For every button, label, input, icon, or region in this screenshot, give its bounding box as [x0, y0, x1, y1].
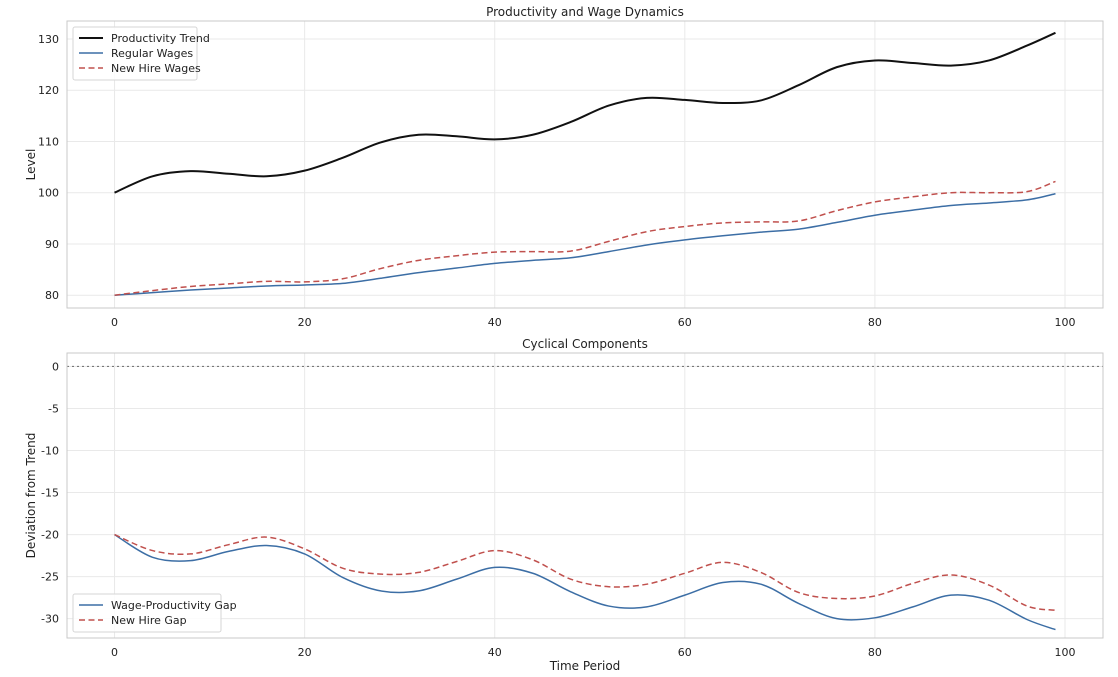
x-tick-label: 40	[488, 316, 502, 329]
y-tick-label: 90	[45, 238, 59, 251]
panel-cyclical-components: 0 20 40 60 80 100 0 -5 -10 -15 -20 -25 -30 Cyclical C…	[24, 337, 1104, 673]
legend-label-new-hire-gap: New Hire Gap	[111, 614, 187, 627]
y-tick-label: -10	[41, 445, 59, 458]
y-tick-label: 130	[38, 33, 59, 46]
x-tick-label: 60	[678, 316, 692, 329]
x-tick-label: 0	[111, 646, 118, 659]
series-line-wage-productivity-gap	[114, 533, 1056, 631]
legend-box	[72, 593, 222, 633]
x-tick-label: 20	[298, 646, 312, 659]
x-tick-label: 100	[1054, 646, 1075, 659]
y-tick-label: 120	[38, 84, 59, 97]
y-tick-label: -15	[41, 487, 59, 500]
chart-title: Productivity and Wage Dynamics	[486, 5, 684, 19]
chart-title: Cyclical Components	[522, 337, 648, 351]
x-tick-label: 100	[1054, 316, 1075, 329]
x-tick-label: 0	[111, 316, 118, 329]
y-axis-label: Level	[24, 149, 38, 181]
y-tick-label: -20	[41, 529, 59, 542]
y-tick-label: 80	[45, 289, 59, 302]
x-tick-label: 80	[868, 646, 882, 659]
plot-frame	[66, 352, 1104, 639]
series-line-new-hire-wages	[114, 180, 1056, 296]
y-tick-label: 110	[38, 135, 59, 148]
y-tick-label: -5	[48, 402, 59, 415]
legend: Productivity Trend Regular Wages New Hire …	[72, 26, 210, 81]
y-axis-label: Deviation from Trend	[24, 433, 38, 559]
x-tick-label: 80	[868, 316, 882, 329]
series-line-new-hire-gap	[114, 533, 1056, 612]
y-tick-label: 0	[52, 360, 59, 373]
x-tick-label: 60	[678, 646, 692, 659]
x-tick-label: 40	[488, 646, 502, 659]
y-tick-label: -25	[41, 571, 59, 584]
legend-label-new-hire-wages: New Hire Wages	[111, 62, 201, 75]
x-axis-label: Time Period	[549, 659, 621, 673]
legend-label-regular-wages: Regular Wages	[111, 47, 193, 60]
y-tick-label: -30	[41, 613, 59, 626]
legend: Wage-Productivity Gap New Hire Gap	[72, 593, 237, 633]
y-tick-label: 100	[38, 187, 59, 200]
series-line-productivity-trend	[114, 31, 1056, 194]
legend-label-productivity-trend: Productivity Trend	[111, 32, 210, 45]
panel-productivity-wage: 0 20 40 60 80 100 80 90 100 110 120 130 Productivity…	[24, 5, 1104, 329]
x-tick-label: 20	[298, 316, 312, 329]
series-line-regular-wages	[114, 192, 1056, 296]
plot-frame	[66, 20, 1104, 309]
legend-label-wage-productivity-gap: Wage-Productivity Gap	[111, 599, 237, 612]
legend-box	[72, 26, 198, 81]
